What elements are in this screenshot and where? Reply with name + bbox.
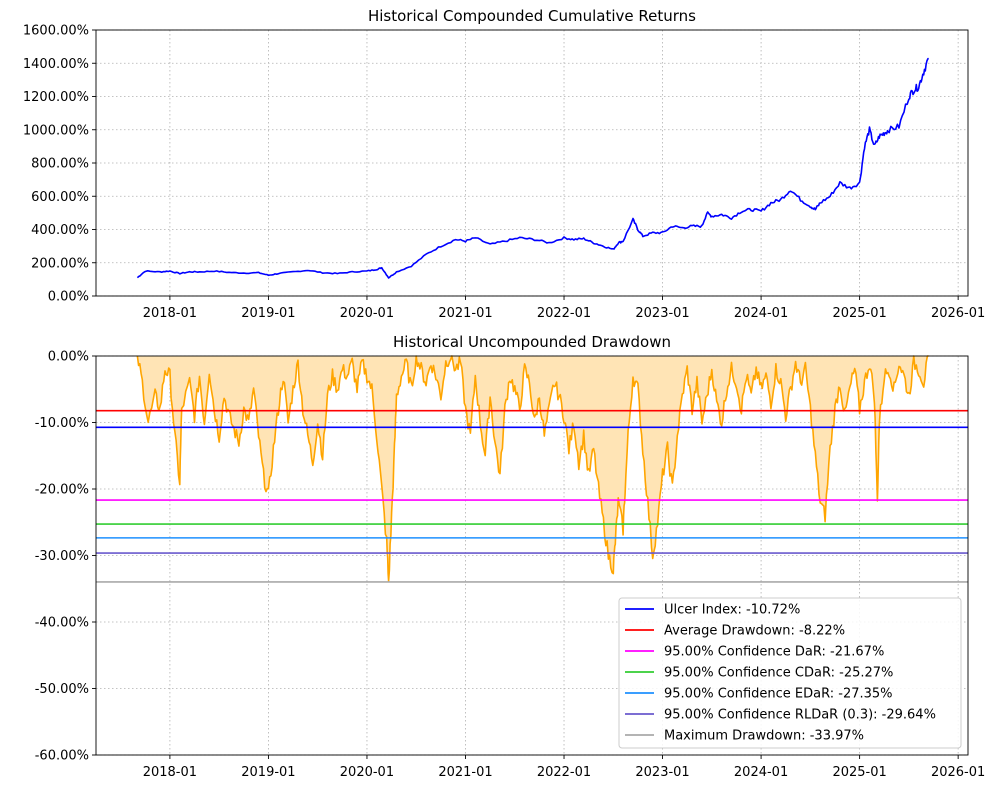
drawdown-ytick-label: -60.00% bbox=[35, 749, 89, 764]
drawdown-x-axis: 2018-01 2019-01 2020-01 2021-01 2022-01 2023-… bbox=[143, 755, 985, 780]
returns-xtick-label: 2021-01 bbox=[438, 306, 492, 321]
legend-label: 95.00% Confidence EDaR: -27.35% bbox=[664, 687, 893, 702]
drawdown-ytick-label: 0.00% bbox=[48, 350, 89, 365]
returns-xtick-label: 2026-01 bbox=[931, 306, 985, 321]
legend-label: Maximum Drawdown: -33.97% bbox=[664, 729, 864, 744]
returns-grid bbox=[96, 29, 968, 297]
drawdown-xtick-label: 2018-01 bbox=[143, 765, 197, 780]
drawdown-chart: Historical Uncompounded Drawdown -60.00%… bbox=[35, 333, 986, 780]
drawdown-xtick-label: 2025-01 bbox=[832, 765, 886, 780]
returns-xtick-label: 2020-01 bbox=[340, 306, 394, 321]
returns-xtick-label: 2018-01 bbox=[143, 306, 197, 321]
drawdown-xtick-label: 2022-01 bbox=[537, 765, 591, 780]
legend-label: 95.00% Confidence DaR: -21.67% bbox=[664, 645, 884, 660]
drawdown-xtick-label: 2023-01 bbox=[635, 765, 689, 780]
returns-xtick-label: 2025-01 bbox=[832, 306, 886, 321]
drawdown-chart-title: Historical Uncompounded Drawdown bbox=[393, 333, 671, 351]
returns-plot-frame bbox=[95, 29, 969, 297]
drawdown-ytick-label: -40.00% bbox=[35, 616, 89, 631]
reference-lines bbox=[96, 409, 968, 583]
returns-ytick-label: 1000.00% bbox=[23, 123, 89, 138]
returns-chart-title: Historical Compounded Cumulative Returns bbox=[368, 7, 696, 25]
returns-ytick-label: 1600.00% bbox=[23, 24, 89, 39]
returns-xtick-label: 2019-01 bbox=[241, 306, 295, 321]
returns-x-axis: 2018-01 2019-01 2020-01 2021-01 2022-01 2023-… bbox=[143, 296, 985, 321]
returns-ytick-label: 800.00% bbox=[31, 157, 89, 172]
legend-label: Average Drawdown: -8.22% bbox=[664, 624, 845, 639]
returns-xtick-label: 2022-01 bbox=[537, 306, 591, 321]
returns-ytick-label: 200.00% bbox=[31, 256, 89, 271]
cumulative-returns-line bbox=[136, 57, 930, 279]
returns-ytick-label: 1400.00% bbox=[23, 57, 89, 72]
drawdown-ytick-label: -20.00% bbox=[35, 483, 89, 498]
drawdown-ytick-label: -30.00% bbox=[35, 549, 89, 564]
returns-ytick-label: 600.00% bbox=[31, 190, 89, 205]
drawdown-area bbox=[137, 356, 929, 582]
returns-xtick-label: 2024-01 bbox=[734, 306, 788, 321]
drawdown-y-axis: -60.00% -50.00% -40.00% -30.00% -20.00% -10.0… bbox=[35, 350, 96, 764]
drawdown-ytick-label: -10.00% bbox=[35, 416, 89, 431]
returns-xtick-label: 2023-01 bbox=[635, 306, 689, 321]
drawdown-xtick-label: 2026-01 bbox=[931, 765, 985, 780]
returns-y-axis: 0.00% 200.00% 400.00% 600.00% 800.00% 1000.00… bbox=[23, 24, 96, 305]
legend: Ulcer Index: -10.72% Average Drawdown: -8… bbox=[618, 597, 962, 749]
returns-chart: Historical Compounded Cumulative Returns… bbox=[23, 7, 985, 321]
returns-ytick-label: 1200.00% bbox=[23, 90, 89, 105]
drawdown-ytick-label: -50.00% bbox=[35, 682, 89, 697]
drawdown-plot-frame bbox=[95, 355, 969, 756]
drawdown-xtick-label: 2019-01 bbox=[241, 765, 295, 780]
drawdown-xtick-label: 2020-01 bbox=[340, 765, 394, 780]
legend-label: 95.00% Confidence CDaR: -25.27% bbox=[664, 666, 893, 681]
legend-box bbox=[618, 597, 962, 749]
drawdown-xtick-label: 2024-01 bbox=[734, 765, 788, 780]
drawdown-xtick-label: 2021-01 bbox=[438, 765, 492, 780]
returns-ytick-label: 400.00% bbox=[31, 223, 89, 238]
legend-label: Ulcer Index: -10.72% bbox=[664, 603, 800, 618]
legend-label: 95.00% Confidence RLDaR (0.3): -29.64% bbox=[664, 708, 936, 723]
returns-ytick-label: 0.00% bbox=[48, 290, 89, 305]
